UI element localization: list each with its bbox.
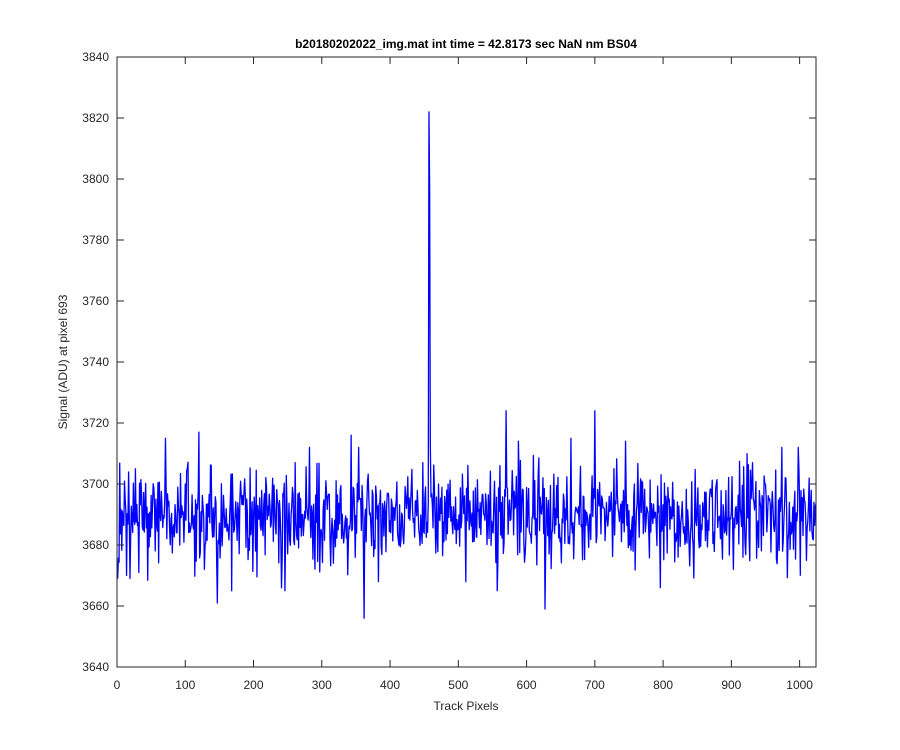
x-tick-label-400: 400 (380, 678, 400, 692)
plot-area (117, 111, 817, 619)
x-tick-label-0: 0 (114, 678, 121, 692)
axes-box (116, 56, 817, 668)
y-tick-label-3700: 3700 (82, 477, 109, 491)
x-tick-label-100: 100 (175, 678, 195, 692)
y-tick-label-3660: 3660 (82, 599, 109, 613)
y-tick-label-3640: 3640 (82, 660, 109, 674)
x-tick-label-500: 500 (448, 678, 468, 692)
x-tick-label-1000: 1000 (786, 678, 813, 692)
signal-series-line (117, 111, 817, 619)
x-tick-label-900: 900 (721, 678, 741, 692)
x-tick-label-600: 600 (517, 678, 537, 692)
y-tick-label-3720: 3720 (82, 416, 109, 430)
y-tick-label-3740: 3740 (82, 355, 109, 369)
chart-title: b20180202022_img.mat int time = 42.8173 … (295, 37, 637, 51)
y-tick-label-3800: 3800 (82, 172, 109, 186)
x-tick-label-800: 800 (653, 678, 673, 692)
x-axis-label: Track Pixels (434, 699, 499, 713)
y-tick-label-3820: 3820 (82, 111, 109, 125)
axis-ticks: 0 100 200 300 400 500 600 700 800 900 1000 3640 3660… (82, 50, 816, 692)
x-tick-label-700: 700 (585, 678, 605, 692)
y-tick-label-3780: 3780 (82, 233, 109, 247)
y-tick-label-3760: 3760 (82, 294, 109, 308)
x-tick-label-300: 300 (312, 678, 332, 692)
y-tick-label-3840: 3840 (82, 50, 109, 64)
y-tick-label-3680: 3680 (82, 538, 109, 552)
x-tick-label-200: 200 (244, 678, 264, 692)
y-axis-label: Signal (ADU) at pixel 693 (56, 294, 70, 429)
